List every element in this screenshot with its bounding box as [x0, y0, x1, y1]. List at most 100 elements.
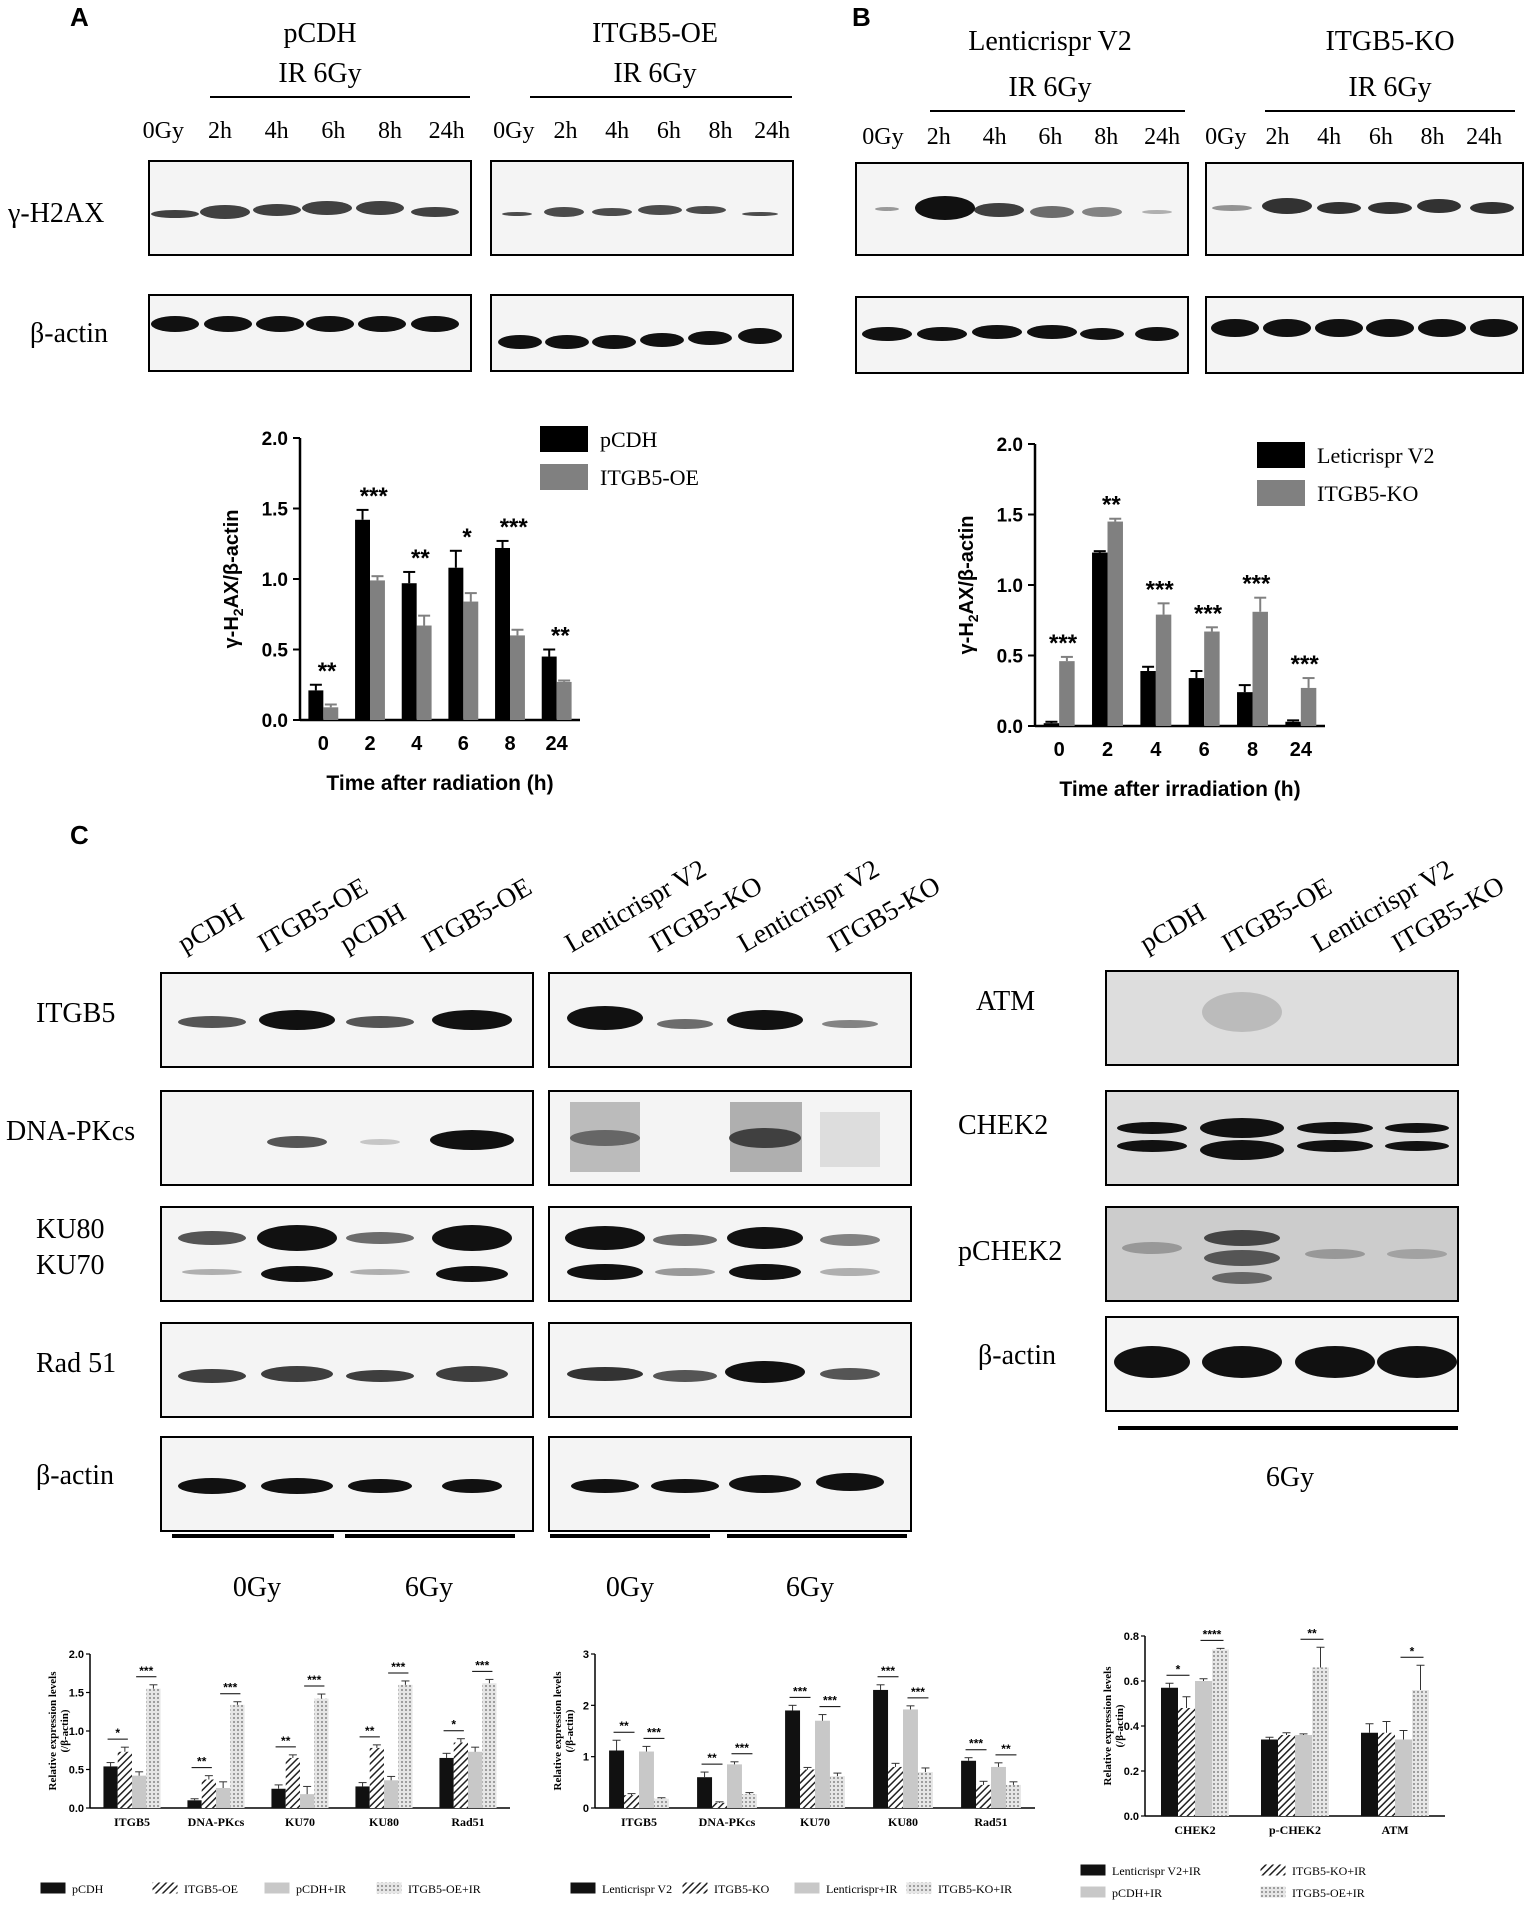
- legend-label: Lenticrispr V2+IR: [1112, 1864, 1201, 1878]
- panel-b-group2-underline: [1265, 110, 1515, 112]
- bar-itgb5-oe: [453, 1742, 468, 1808]
- panel-b-lanes-right: 0Gy 2h 4h 6h 8h 24h: [1200, 124, 1510, 158]
- blot-a-actin-left: [148, 294, 472, 372]
- x-tick-label: ITGB5: [621, 1815, 657, 1829]
- lane-label: 2h: [926, 124, 951, 150]
- bar-leticrispr-v2: [1043, 723, 1060, 726]
- blot-c-mid-ku: [548, 1206, 912, 1302]
- y-tick-label: 3: [583, 1649, 589, 1661]
- panel-c-right-6gy-line: [1118, 1426, 1458, 1430]
- bar-lenticrispr-v2-ir: [1261, 1739, 1278, 1816]
- blot-a-actin-right: [490, 294, 794, 372]
- legend-swatch: [263, 1881, 291, 1895]
- significance-label: *: [1410, 1644, 1415, 1658]
- legend-swatch: [793, 1881, 821, 1895]
- significance-label: **: [281, 1734, 291, 1748]
- panel-a-lanes-right: 0Gy 2h 4h 6h 8h 24h: [488, 118, 798, 152]
- panel-c-right-row-chek2: CHEK2: [958, 1110, 1049, 1141]
- panel-a-group2-name: ITGB5-OE: [592, 18, 718, 49]
- lane-label: 2h: [1265, 124, 1290, 150]
- panel-a-group1-underline: [210, 96, 470, 98]
- legend-swatch: [1259, 1863, 1287, 1877]
- significance-label: **: [619, 1719, 629, 1733]
- legend-swatch: [1257, 480, 1305, 506]
- significance-label: **: [707, 1751, 717, 1765]
- bar-itgb5-oe-ir: [314, 1698, 329, 1808]
- x-tick-label: 24: [546, 733, 569, 755]
- x-tick-label: 6: [458, 733, 469, 755]
- legend-swatch: [1257, 442, 1305, 468]
- panel-c-left-dose-0gy: 0Gy: [232, 1572, 282, 1603]
- bar-pcdh: [103, 1766, 118, 1808]
- legend-label: pCDH: [72, 1882, 104, 1896]
- chart-c-left-expression: 0.00.51.01.52.0****ITGB5*****DNA-PKcs***…: [39, 1649, 510, 1896]
- significance-label: ***: [307, 1673, 321, 1687]
- x-tick-label: CHEK2: [1174, 1823, 1215, 1837]
- bar-pcdh-ir: [384, 1780, 399, 1808]
- panel-c-row-itgb5: ITGB5: [36, 998, 116, 1029]
- panel-a-row-gh2ax: γ-H2AX: [8, 198, 105, 229]
- bar-itgb5-oe-ir: [230, 1704, 245, 1808]
- y-tick-label: 0.4: [1124, 1721, 1140, 1733]
- chart-c-right-expression: 0.00.20.40.60.8*****CHEK2**p-CHEK2*ATMRe…: [1079, 1626, 1445, 1900]
- x-tick-label: 2: [1102, 739, 1113, 761]
- significance-label: **: [1102, 492, 1121, 519]
- bar-itgb5-oe: [370, 580, 385, 720]
- x-axis-title: Time after irradiation (h): [1059, 778, 1300, 801]
- significance-label: ***: [823, 1694, 837, 1708]
- lane-label: 6h: [656, 118, 681, 144]
- bar-pcdh-ir: [132, 1775, 147, 1808]
- panel-c-right-row-pchek2: pCHEK2: [958, 1236, 1063, 1267]
- bar-lenticrispr-v2: [873, 1689, 889, 1808]
- lane-label: 4h: [605, 118, 630, 144]
- y-tick-label: 0.5: [262, 641, 289, 662]
- y-tick-label: 1.5: [69, 1688, 84, 1700]
- panel-c-label: C: [70, 820, 89, 850]
- legend-swatch: [905, 1881, 933, 1895]
- bar-pcdh-ir: [216, 1787, 231, 1808]
- panel-a-group2-treatment: IR 6Gy: [613, 58, 697, 89]
- bar-itgb5-ko: [624, 1795, 639, 1808]
- significance-label: ***: [223, 1681, 237, 1695]
- bar-itgb5-ko: [1059, 661, 1075, 726]
- lane-label: 24h: [754, 118, 791, 144]
- panel-b-group1-name: Lenticrispr V2: [968, 26, 1132, 57]
- bar-pcdh: [541, 656, 557, 720]
- lane-label: 24h: [1466, 124, 1503, 150]
- panel-c-mid-6gy-line: [727, 1534, 907, 1538]
- bar-pcdh-ir: [300, 1794, 315, 1808]
- bar-lenticrispr-ir: [639, 1751, 654, 1808]
- lane-label: 0Gy: [493, 118, 535, 144]
- lane-label: 6h: [1038, 124, 1063, 150]
- lane-label: 4h: [264, 118, 289, 144]
- legend-label: pCDH: [600, 427, 658, 452]
- x-tick-label: KU80: [369, 1815, 399, 1829]
- legend-swatch: [1079, 1885, 1107, 1899]
- y-axis-title-2: (/β-actin): [59, 1709, 71, 1752]
- bar-lenticrispr-ir: [991, 1766, 1006, 1808]
- blot-c-right-actin: [1105, 1316, 1459, 1412]
- lane-label: 6h: [1368, 124, 1393, 150]
- legend-label: ITGB5-OE+IR: [408, 1882, 481, 1896]
- lane-label: 0Gy: [142, 118, 184, 144]
- y-tick-label: 0.8: [1124, 1631, 1139, 1643]
- rotated-lane-label: pCDH: [172, 896, 249, 959]
- blot-c-left-actin: [160, 1436, 534, 1532]
- significance-label: ***: [969, 1737, 983, 1751]
- x-tick-label: 4: [1150, 739, 1162, 761]
- significance-label: ***: [391, 1660, 405, 1674]
- legend-label: ITGB5-KO+IR: [938, 1882, 1012, 1896]
- bar-lenticrispr-ir: [903, 1709, 918, 1808]
- significance-label: ***: [881, 1664, 895, 1678]
- y-tick-label: 0: [583, 1803, 589, 1815]
- lane-label: 4h: [1317, 124, 1342, 150]
- lane-label: 2h: [207, 118, 232, 144]
- panel-b-group1-underline: [930, 110, 1185, 112]
- legend-label: ITGB5-OE: [184, 1882, 238, 1896]
- panel-c-row-actin: β-actin: [36, 1460, 114, 1491]
- bar-itgb5-oe: [369, 1747, 384, 1808]
- y-tick-label: 2.0: [997, 435, 1023, 456]
- panel-c-row-ku80: KU80: [36, 1214, 105, 1245]
- blot-b-actin-right: [1205, 296, 1524, 374]
- x-tick-label: p-CHEK2: [1269, 1823, 1321, 1837]
